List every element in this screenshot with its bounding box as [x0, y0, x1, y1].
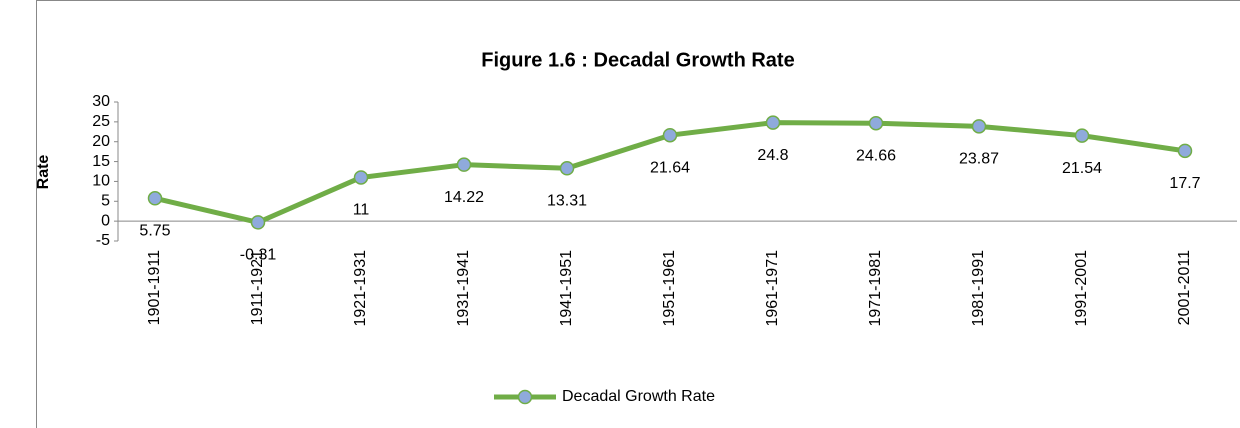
legend-marker — [517, 389, 533, 405]
data-label: 17.7 — [1169, 175, 1200, 192]
x-tick-label: 1911-1921 — [249, 250, 266, 325]
y-tick-label: 5 — [101, 193, 110, 210]
data-label: 21.64 — [650, 159, 690, 176]
x-tick-label: 1991-2001 — [1073, 250, 1090, 327]
point — [868, 115, 884, 131]
point — [1074, 128, 1090, 143]
point — [1177, 143, 1193, 159]
point — [765, 115, 781, 130]
x-tick-label: 1921-1931 — [352, 250, 369, 327]
legend-label: Decadal Growth Rate — [562, 388, 715, 405]
data-label: 13.31 — [547, 193, 587, 210]
data-label: 21.54 — [1062, 160, 1102, 177]
data-label: 24.8 — [757, 147, 788, 164]
point — [353, 170, 369, 185]
data-label: 24.66 — [856, 147, 896, 164]
point — [559, 161, 575, 176]
point — [456, 157, 472, 172]
x-tick-label: 1901-1911 — [146, 250, 163, 325]
data-label: -0.31 — [240, 247, 277, 264]
data-label: 5.75 — [139, 223, 170, 240]
x-tick-label: 1961-1971 — [764, 250, 781, 327]
point — [971, 119, 987, 134]
point — [250, 215, 266, 230]
data-label: 11 — [353, 202, 370, 219]
point — [147, 191, 163, 206]
y-tick-label: 0 — [101, 212, 110, 229]
y-tick-label: -5 — [96, 232, 110, 249]
y-tick-label: 15 — [92, 153, 110, 170]
y-tick-label: 30 — [92, 93, 110, 110]
y-tick-label: 25 — [92, 113, 110, 130]
x-tick-label: 1931-1941 — [455, 250, 472, 327]
point — [662, 127, 678, 143]
y-axis-label: Rate — [35, 155, 52, 190]
data-label: 23.87 — [959, 151, 999, 168]
x-tick-label: 1981-1991 — [970, 250, 987, 327]
x-tick-label: 1951-1961 — [661, 250, 678, 327]
x-tick-label: 2001-2011 — [1176, 250, 1193, 325]
x-tick-label: 1971-1981 — [867, 250, 884, 327]
y-tick-label: 20 — [92, 133, 110, 150]
x-tick-label: 1941-1951 — [558, 250, 575, 327]
chart-title: Figure 1.6 : Decadal Growth Rate — [481, 49, 794, 71]
chart-frame — [36, 0, 1240, 428]
y-tick-label: 10 — [92, 173, 110, 190]
data-label: 14.22 — [444, 189, 484, 206]
